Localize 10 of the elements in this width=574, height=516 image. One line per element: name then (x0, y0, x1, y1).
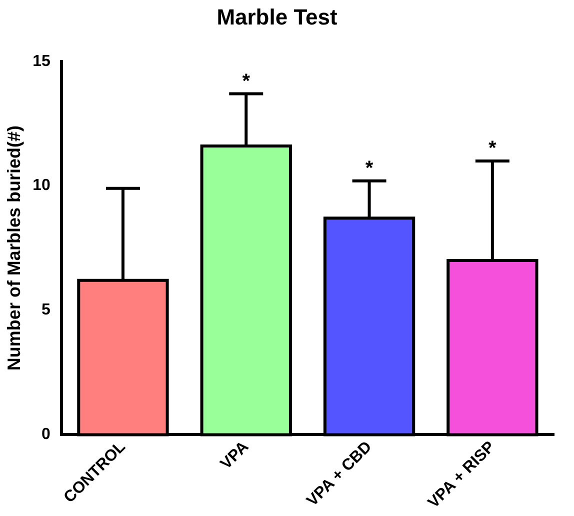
y-tick-label: 0 (41, 426, 50, 444)
x-tick-label: VPA (218, 438, 252, 473)
y-tick-label: 5 (41, 302, 50, 319)
chart-title: Marble Test (216, 4, 338, 30)
y-axis-title: Number of Marbles buried(#) (4, 126, 24, 371)
y-tick-label: 15 (32, 52, 50, 70)
annotation: * (365, 157, 374, 180)
annotation: * (488, 137, 497, 160)
annotation: * (242, 70, 250, 92)
y-tick-label: 10 (32, 177, 50, 194)
